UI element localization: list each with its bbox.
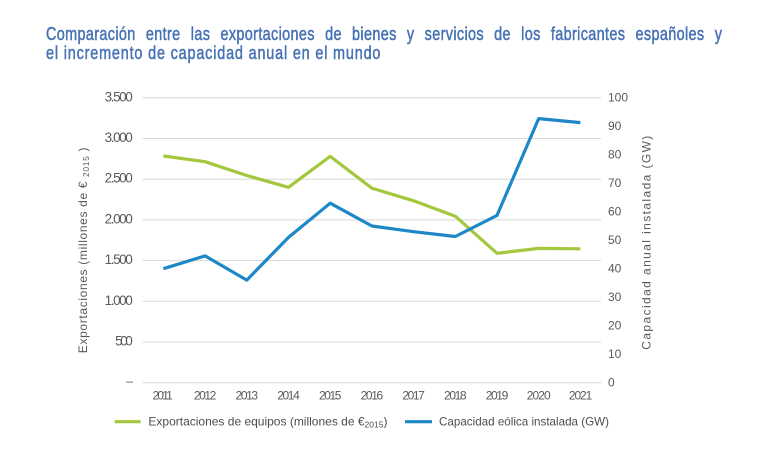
svg-text:2019: 2019: [486, 389, 509, 403]
svg-text:60: 60: [608, 205, 622, 219]
svg-text:3.500: 3.500: [105, 89, 133, 104]
svg-text:2015: 2015: [319, 389, 342, 403]
svg-text:0: 0: [608, 376, 615, 390]
svg-text:Exportaciones de equipos (mill: Exportaciones de equipos (millones de €2…: [148, 414, 387, 429]
svg-text:Exportaciones (millones de € 2: Exportaciones (millones de € 2015 ): [76, 147, 91, 353]
svg-text:30: 30: [608, 290, 622, 304]
svg-text:2017: 2017: [402, 389, 425, 403]
svg-text:3.000: 3.000: [105, 130, 133, 145]
svg-text:10: 10: [608, 347, 622, 361]
svg-text:80: 80: [608, 148, 622, 162]
svg-text:2011: 2011: [153, 389, 174, 403]
svg-text:100: 100: [608, 91, 628, 105]
svg-text:Capacidad anual instalada (GW): Capacidad anual instalada (GW): [640, 134, 654, 349]
svg-text:2016: 2016: [361, 389, 384, 403]
svg-text:2020: 2020: [527, 389, 551, 403]
svg-text:1.000: 1.000: [105, 293, 133, 308]
svg-text:50: 50: [608, 233, 622, 247]
svg-text:–: –: [126, 374, 133, 388]
svg-text:40: 40: [608, 262, 622, 276]
svg-text:90: 90: [608, 119, 622, 133]
svg-text:20: 20: [608, 319, 622, 333]
svg-text:2014: 2014: [277, 389, 300, 403]
svg-text:2.500: 2.500: [105, 171, 133, 186]
svg-text:500: 500: [115, 334, 133, 349]
svg-text:1.500: 1.500: [105, 252, 133, 267]
svg-text:2018: 2018: [444, 389, 467, 403]
svg-text:2021: 2021: [569, 389, 593, 403]
svg-text:70: 70: [608, 176, 622, 190]
svg-text:2012: 2012: [194, 389, 217, 403]
svg-text:Capacidad eólica instalada (GW: Capacidad eólica instalada (GW): [439, 414, 609, 428]
svg-text:2.000: 2.000: [105, 211, 133, 226]
svg-text:2013: 2013: [236, 389, 259, 403]
